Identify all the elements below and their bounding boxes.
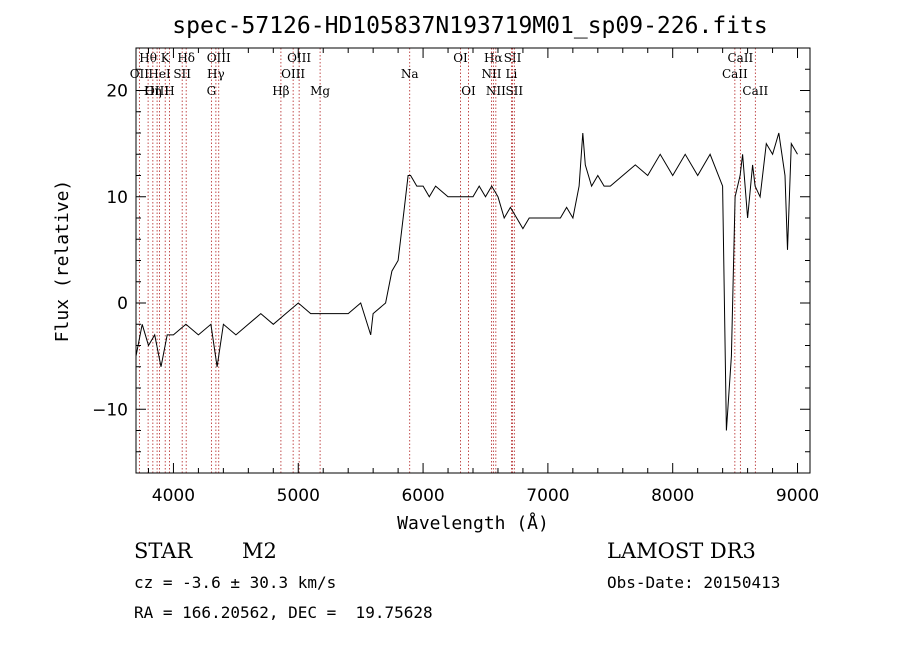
- spectral-line-label: OIII: [207, 51, 231, 65]
- spectral-line-label: Hδ: [177, 51, 195, 65]
- spectral-line-label: Na: [401, 67, 419, 81]
- spectral-line-label: H: [164, 84, 174, 98]
- x-tick-label: 8000: [651, 486, 694, 506]
- x-axis: 4000 5000 6000 7000 8000 9000: [147, 48, 819, 506]
- series-line-flux: [135, 132, 798, 431]
- spectral-line-label: Hγ: [207, 67, 225, 81]
- survey-name: LAMOST DR3: [607, 539, 756, 563]
- x-tick-label: 5000: [277, 486, 320, 506]
- spectral-line-label: Hη: [144, 84, 162, 98]
- spectral-line-label: Li: [506, 67, 518, 81]
- spectral-line-label: G: [207, 84, 217, 98]
- y-axis: −10 0 10 20: [92, 68, 810, 453]
- plot-frame: [135, 47, 811, 474]
- spectral-line-label: HeI: [148, 67, 171, 81]
- y-tick-label: 0: [117, 294, 128, 314]
- spectral-line-label: Mg: [310, 84, 330, 98]
- x-tick-label: 6000: [401, 486, 444, 506]
- x-axis-label: Wavelength (Å): [397, 512, 549, 534]
- spectral-lines-layer: Hθ OII OIII K HeI Hη SII H Hδ OIII Hγ G OIII OIII Hβ Mg…: [130, 48, 768, 473]
- y-tick-label: 10: [106, 188, 128, 208]
- spectral-line-label: NII: [486, 84, 506, 98]
- series-layer: [135, 132, 798, 431]
- spectral-line-label: OIII: [145, 84, 169, 98]
- obs-date: Obs-Date: 20150413: [607, 573, 781, 592]
- y-tick-label: −10: [92, 400, 128, 420]
- spectral-line-label: CaII: [722, 67, 748, 81]
- y-tick-label: 20: [106, 82, 128, 102]
- x-tick-label: 9000: [776, 486, 819, 506]
- chart-title: spec-57126-HD105837N193719M01_sp09-226.f…: [172, 13, 767, 39]
- spectral-line-label: SII: [504, 51, 522, 65]
- spectral-line-label: OII: [130, 67, 150, 81]
- spectral-line-label: Hβ: [272, 84, 289, 98]
- cz-value: cz = -3.6 ± 30.3 km/s: [134, 573, 337, 592]
- spectral-line-label: NII: [481, 67, 501, 81]
- spectral-line-label: OIII: [281, 67, 305, 81]
- coordinates: RA = 166.20562, DEC = 19.75628: [134, 603, 433, 622]
- spectral-line-label: SII: [505, 84, 523, 98]
- subclass: M2: [242, 539, 277, 563]
- y-axis-label: Flux (relative): [52, 180, 73, 343]
- spectral-line-label: OI: [453, 51, 468, 65]
- spectral-line-label: CaII: [742, 84, 768, 98]
- object-class: STAR: [134, 539, 193, 563]
- spectral-line-label: CaII: [727, 51, 753, 65]
- spectral-line-label: K: [161, 51, 171, 65]
- spectral-line-label: Hθ: [139, 51, 157, 65]
- spectral-line-label: OIII: [287, 51, 311, 65]
- x-tick-label: 4000: [152, 486, 195, 506]
- spectral-line-label: OI: [461, 84, 476, 98]
- spectral-line-label: SII: [173, 67, 191, 81]
- spectral-line-label: Hα: [484, 51, 503, 65]
- x-tick-label: 7000: [526, 486, 569, 506]
